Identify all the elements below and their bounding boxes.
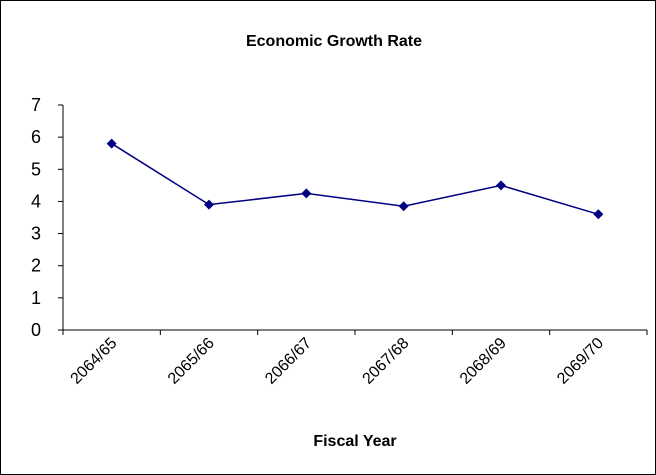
data-point-marker: [106, 138, 117, 149]
y-tick-label: 0: [31, 320, 41, 340]
y-tick-label: 3: [31, 224, 41, 244]
data-point-marker: [301, 188, 312, 199]
y-tick-label: 4: [31, 191, 41, 211]
data-point-marker: [398, 201, 409, 212]
y-tick-label: 5: [31, 159, 41, 179]
y-tick-label: 7: [31, 95, 41, 115]
data-point-marker: [496, 180, 506, 191]
y-tick-label: 1: [31, 288, 41, 308]
y-tick-label: 6: [31, 127, 41, 147]
x-axis-title: Fiscal Year: [313, 433, 396, 450]
data-points: [106, 138, 604, 220]
y-tick-label: 2: [31, 256, 41, 276]
chart-title: Economic Growth Rate: [246, 33, 422, 50]
data-point-marker: [204, 199, 214, 210]
data-point-marker: [593, 209, 604, 220]
y-axis-ticks: 0 1 2 3 4 5 6 7: [31, 95, 63, 340]
series-line: [111, 142, 599, 216]
